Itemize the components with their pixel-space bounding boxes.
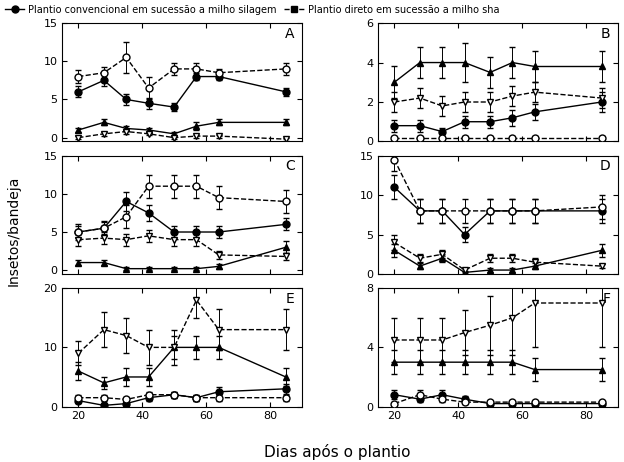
Text: D: D — [600, 159, 610, 173]
Text: A: A — [285, 27, 295, 41]
Legend: Plantio convencional em sucessão a milho silagem, Plantio direto em sucessão a m: Plantio convencional em sucessão a milho… — [5, 5, 499, 15]
Text: Dias após o plantio: Dias após o plantio — [264, 444, 410, 460]
Text: C: C — [285, 159, 295, 173]
Text: Insetos/bandeja: Insetos/bandeja — [6, 176, 20, 286]
Text: B: B — [601, 27, 610, 41]
Text: F: F — [603, 292, 610, 306]
Text: E: E — [286, 292, 295, 306]
